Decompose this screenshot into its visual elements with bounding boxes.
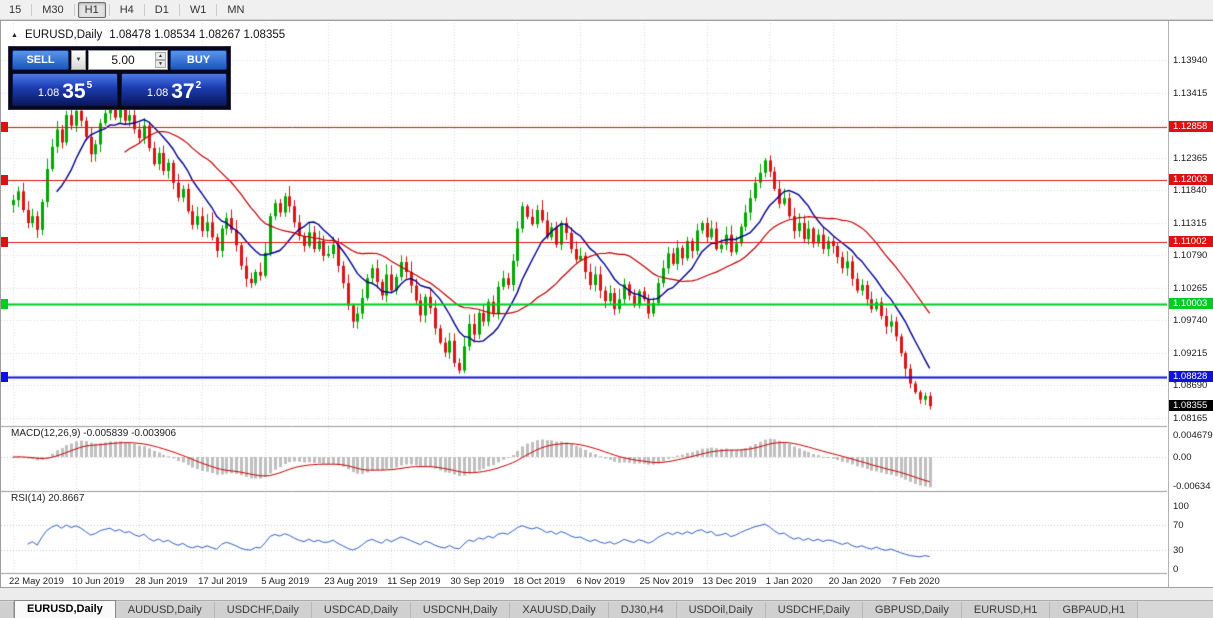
buy-price-pips: 37 — [171, 80, 195, 103]
date-axis-label: 17 Jul 2019 — [198, 576, 248, 587]
volume-spinners: ▲ ▼ — [155, 52, 166, 68]
tab-scroll-button[interactable] — [0, 602, 14, 618]
price-axis-tick: 1.11840 — [1173, 185, 1207, 197]
date-axis-label: 28 Jun 2019 — [135, 576, 188, 587]
timeframe-button-h4[interactable]: H4 — [119, 3, 134, 16]
chevron-down-icon: ▼ — [75, 57, 82, 63]
date-axis-label: 20 Jan 2020 — [828, 576, 881, 587]
chart-tab[interactable]: USDCAD,Daily — [311, 602, 411, 618]
price-axis-tick: 1.13940 — [1173, 55, 1208, 66]
date-axis-label: 11 Sep 2019 — [387, 576, 441, 587]
rsi-axis-tick: 100 — [1173, 501, 1189, 512]
sell-price-button[interactable]: 1.08 35 5 — [12, 73, 118, 106]
date-axis-label: 25 Nov 2019 — [639, 576, 694, 587]
toolbar-separator — [143, 3, 145, 16]
macd-axis-tick: 0.004679 — [1173, 430, 1213, 442]
price-axis-tick: 1.13415 — [1173, 87, 1208, 99]
date-axis-label: 5 Aug 2019 — [261, 576, 310, 587]
macd-axis-tick: 0.00 — [1173, 452, 1192, 463]
level-price-tag[interactable]: 1.12858 — [1169, 121, 1213, 133]
price-axis-tick: 1.11315 — [1173, 217, 1207, 229]
date-axis-label: 18 Oct 2019 — [513, 576, 566, 587]
price-axis-tick: 1.09740 — [1173, 315, 1208, 327]
level-edge-marker — [1, 122, 8, 133]
date-axis-label: 30 Sep 2019 — [450, 576, 505, 587]
chart-tab[interactable]: AUDUSD,Daily — [115, 602, 215, 618]
level-price-tag[interactable]: 1.08828 — [1169, 370, 1213, 382]
rsi-axis-tick: 0 — [1173, 564, 1179, 575]
timeframe-button-h1[interactable]: H1 — [77, 1, 106, 18]
price-axis-tick: 1.08165 — [1173, 412, 1208, 424]
date-axis-label: 1 Jan 2020 — [765, 576, 813, 587]
price-axis[interactable]: 1.139401.134151.128901.123651.118401.113… — [1168, 21, 1213, 587]
rsi-axis-tick: 70 — [1173, 519, 1184, 531]
timeframe-button-15[interactable]: 15 — [9, 3, 22, 16]
chart-tab[interactable]: USDCHF,Daily — [765, 602, 863, 618]
macd-axis-tick: -0.00634 — [1173, 481, 1211, 493]
toolbar-separator — [178, 3, 180, 16]
timeframe-button-m30[interactable]: M30 — [42, 3, 64, 16]
chart-tab[interactable]: EURUSD,Daily — [14, 600, 116, 618]
timeframe-button-d1[interactable]: D1 — [154, 3, 169, 16]
date-axis-label: 7 Feb 2020 — [891, 576, 940, 587]
rsi-axis-tick: 30 — [1173, 545, 1184, 557]
volume-input[interactable] — [89, 52, 167, 68]
date-axis-label: 13 Dec 2019 — [702, 576, 757, 587]
buy-price-base: 1.08 — [146, 87, 169, 99]
chart-tab[interactable]: USDCHF,Daily — [214, 602, 312, 618]
volume-decrease-button[interactable]: ▼ — [155, 60, 166, 68]
price-axis-tick: 1.10790 — [1173, 250, 1208, 262]
level-price-tag[interactable]: 1.12003 — [1169, 174, 1213, 186]
current-price-tag: 1.08355 — [1169, 400, 1213, 412]
price-axis-tick: 1.10265 — [1173, 282, 1208, 294]
chart-tab[interactable]: GBPUSD,Daily — [862, 602, 962, 618]
level-edge-marker — [1, 299, 8, 310]
level-edge-marker — [1, 237, 8, 248]
toolbar-separator — [31, 3, 33, 16]
toolbar-separator — [216, 3, 218, 16]
chart-tab-bar: EURUSD,Daily AUDUSD,Daily USDCHF,Daily USDC… — [0, 600, 1213, 618]
chart-title: ▲ EURUSD,Daily 1.08478 1.08534 1.08267 1… — [11, 29, 285, 41]
macd-indicator-label: MACD(12,26,9) -0.005839 -0.003906 — [11, 428, 177, 439]
timeframe-toolbar: 15 M30 H1 H4 D1 W1 MN — [0, 0, 1213, 20]
chart-tab[interactable]: GBPAUD,H1 — [1050, 602, 1139, 618]
timeframe-button-w1[interactable]: W1 — [189, 3, 207, 16]
date-axis-label: 10 Jun 2019 — [72, 576, 125, 587]
level-edge-marker — [1, 371, 8, 382]
date-axis-label: 6 Nov 2019 — [576, 576, 626, 587]
volume-dropdown-button[interactable]: ▼ — [71, 50, 86, 70]
buy-button[interactable]: BUY — [170, 50, 227, 70]
chart-tab[interactable]: EURUSD,H1 — [961, 602, 1051, 618]
chart-tab[interactable]: USDCNH,Daily — [410, 602, 511, 618]
timeframe-button-mn[interactable]: MN — [227, 3, 245, 16]
chart-ohlc-values: 1.08478 1.08534 1.08267 1.08355 — [109, 29, 286, 41]
chart-tab[interactable]: DJ30,H4 — [608, 602, 677, 618]
date-axis-label: 22 May 2019 — [9, 576, 64, 587]
level-price-tag[interactable]: 1.10003 — [1169, 298, 1213, 310]
sell-price-base: 1.08 — [37, 87, 60, 99]
volume-field: ▲ ▼ — [88, 50, 168, 70]
chart-window: ▲ EURUSD,Daily 1.08478 1.08534 1.08267 1… — [0, 20, 1213, 588]
buy-price-point: 2 — [195, 80, 202, 91]
chart-tab[interactable]: XAUUSD,Daily — [510, 602, 609, 618]
sell-button[interactable]: SELL — [12, 50, 69, 70]
price-axis-tick: 1.12365 — [1173, 152, 1208, 164]
level-edge-marker — [1, 175, 8, 186]
collapse-triangle-icon[interactable]: ▲ — [11, 31, 18, 39]
sell-price-pips: 35 — [62, 80, 86, 103]
buy-price-button[interactable]: 1.08 37 2 — [121, 73, 227, 106]
sell-price-point: 5 — [86, 80, 93, 91]
chart-tab[interactable]: USDOil,Daily — [676, 602, 766, 618]
toolbar-separator — [108, 3, 110, 16]
price-axis-tick: 1.08690 — [1173, 380, 1208, 392]
level-price-tag[interactable]: 1.11002 — [1169, 236, 1213, 248]
chart-symbol-period: EURUSD,Daily — [24, 29, 103, 41]
price-chart-canvas[interactable] — [1, 21, 1167, 587]
date-axis-label: 23 Aug 2019 — [324, 576, 378, 587]
price-axis-tick: 1.09215 — [1173, 347, 1208, 359]
one-click-trading-panel: SELL ▼ ▲ ▼ BUY 1.08 35 5 1.08 37 — [9, 47, 230, 109]
rsi-indicator-label: RSI(14) 20.8667 — [11, 493, 85, 504]
toolbar-separator — [73, 3, 75, 16]
volume-increase-button[interactable]: ▲ — [155, 52, 166, 60]
